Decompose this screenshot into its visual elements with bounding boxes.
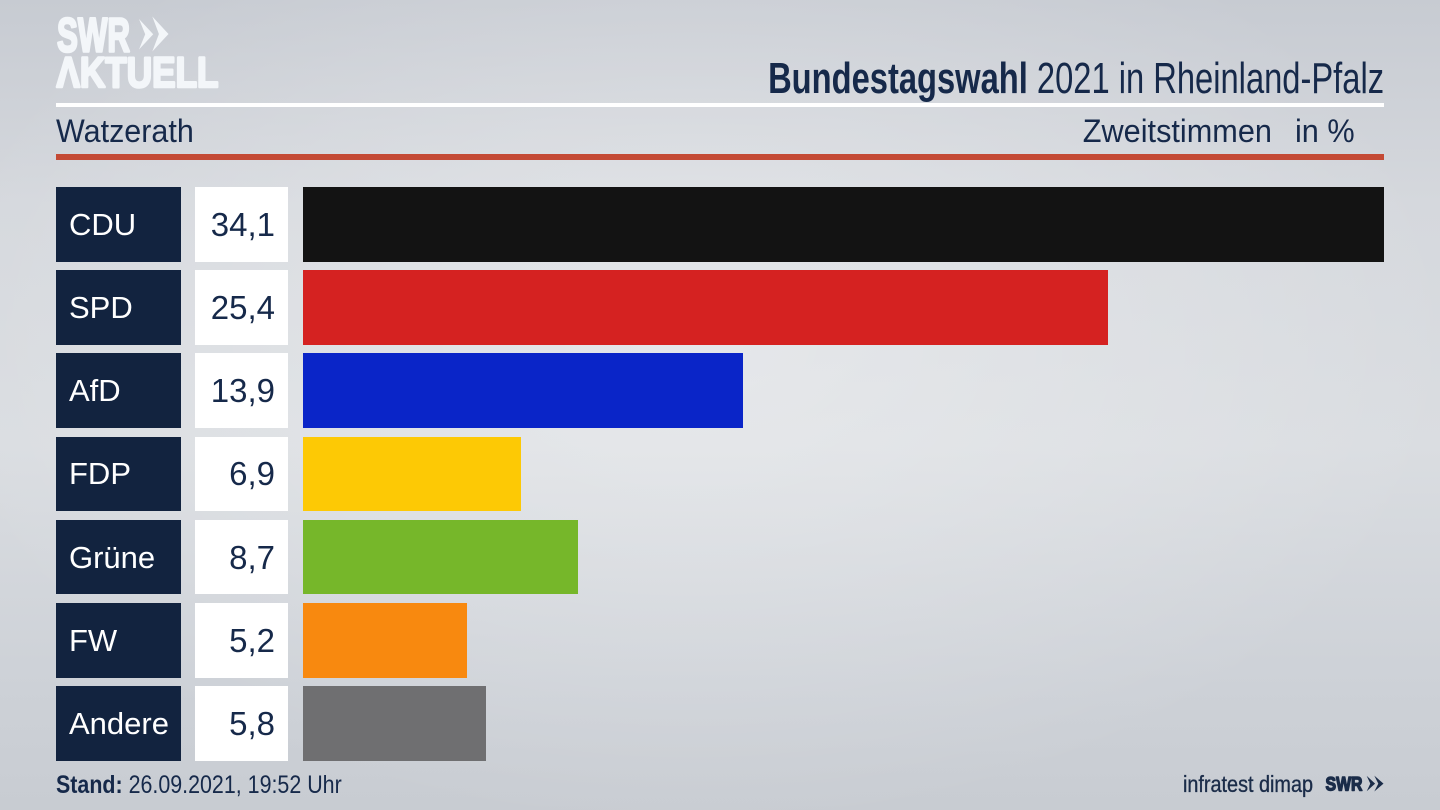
svg-text:SWR: SWR [1326,775,1363,796]
svg-text:SWR: SWR [57,9,130,62]
svg-text:ΛKTUELL: ΛKTUELL [57,49,219,97]
